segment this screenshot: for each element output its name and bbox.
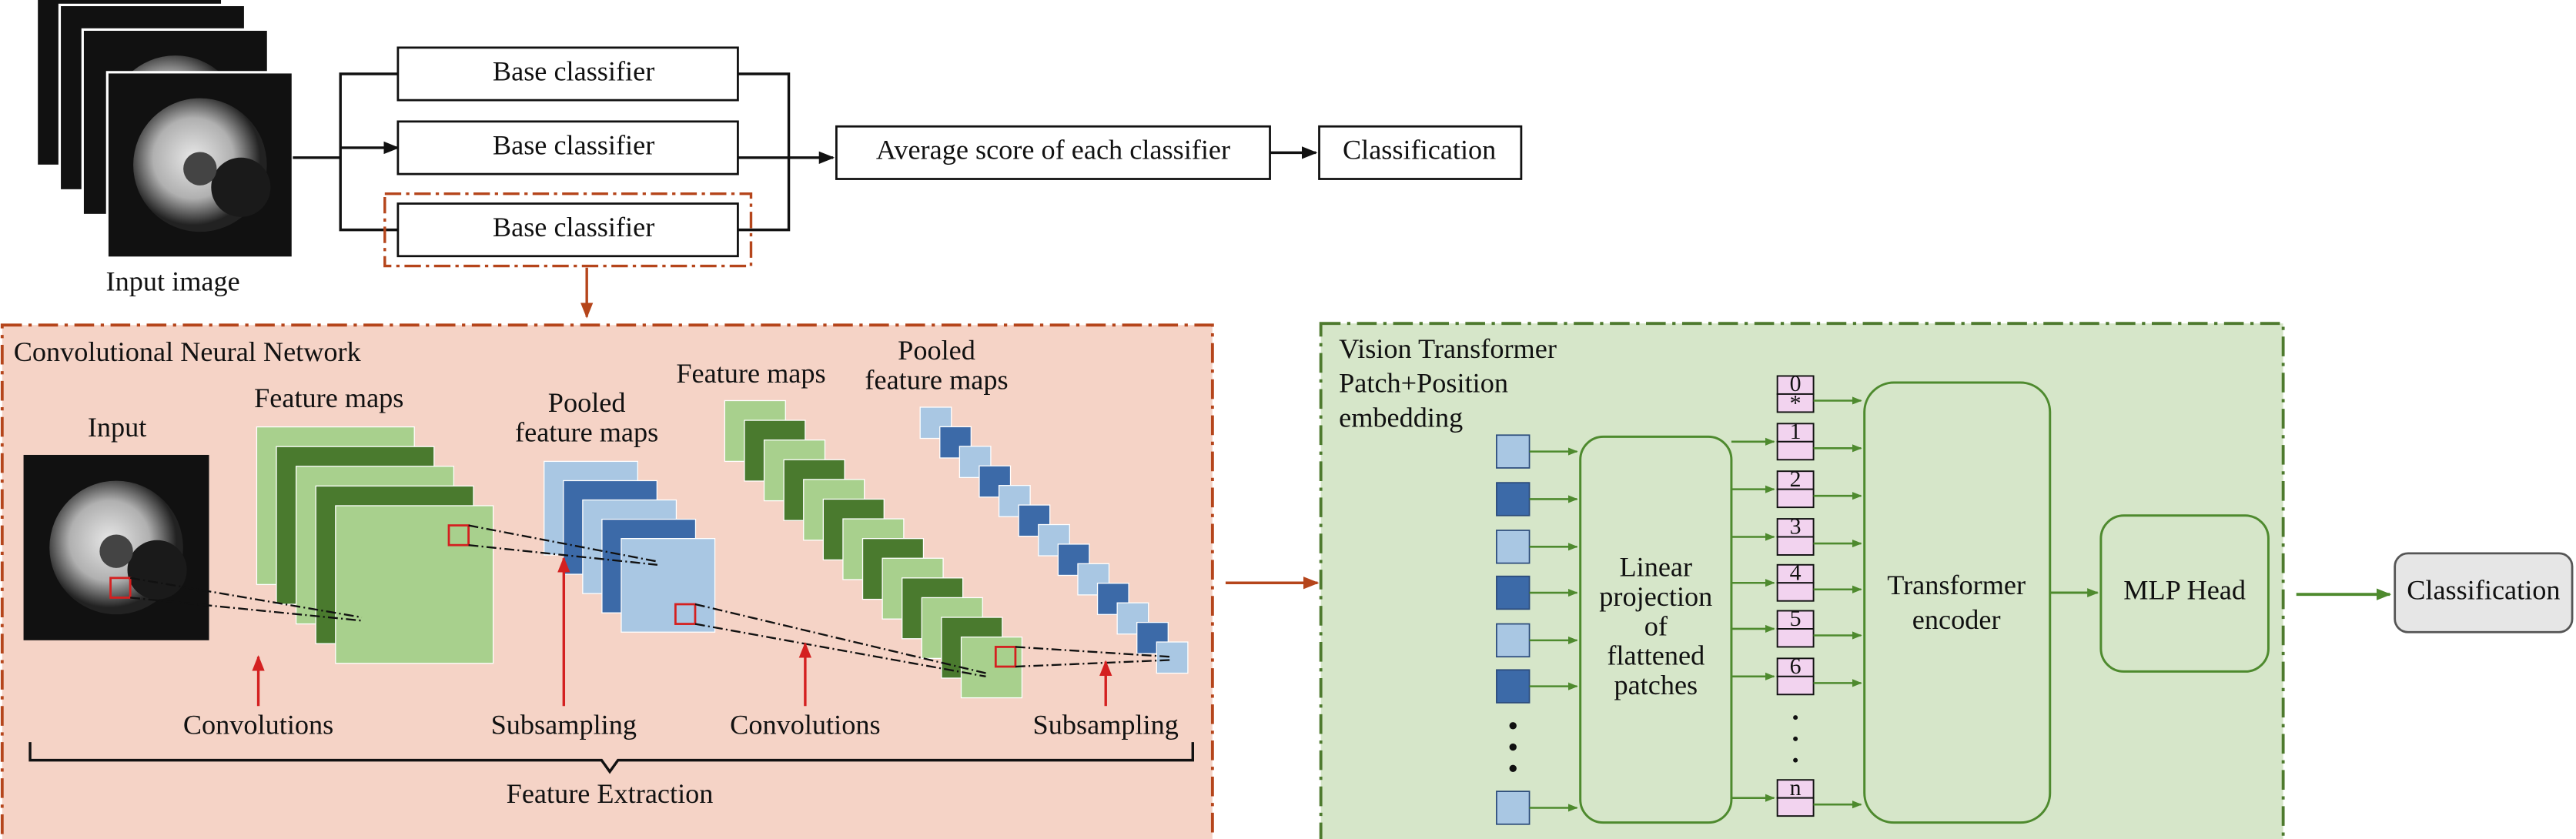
token-box	[1776, 675, 1815, 696]
average-box	[835, 125, 1271, 180]
cnn-input-image	[23, 454, 209, 640]
step-label: Convolutions	[183, 709, 333, 740]
base-classifier-box	[396, 46, 739, 102]
step-label: Convolutions	[730, 709, 880, 740]
pooled-maps-label: feature maps	[515, 417, 658, 448]
cnn-input-label: Input	[88, 412, 147, 443]
vit-title: Vision Transformer	[1339, 333, 1557, 364]
token-box	[1776, 797, 1815, 817]
base-classifier-label: Base classifier	[493, 212, 654, 242]
ellipsis-dot	[1509, 722, 1517, 730]
projection-label: flattened	[1607, 640, 1705, 671]
token-box	[1776, 536, 1815, 556]
token-index: 6	[1790, 653, 1802, 679]
vit-title: Patch+Position	[1339, 368, 1508, 399]
pooled-maps-label: feature maps	[865, 364, 1008, 395]
projection-line	[130, 597, 363, 622]
ensemble-wires	[293, 72, 1318, 232]
vit-classification-box	[2394, 552, 2574, 633]
brace	[28, 742, 1194, 774]
ellipsis-dot	[1509, 743, 1517, 751]
projection-line	[694, 623, 986, 677]
token-index: 1	[1790, 419, 1802, 444]
token-index: 5	[1790, 606, 1802, 631]
token-box	[1776, 393, 1815, 413]
pooled-maps-label: Pooled	[548, 387, 626, 418]
token-box	[1776, 582, 1815, 602]
step-label: Subsampling	[491, 709, 637, 740]
average-label: Average score of each classifier	[876, 135, 1230, 165]
ellipsis-dot	[1793, 715, 1798, 720]
patch	[1496, 623, 1531, 658]
patch	[1496, 482, 1531, 516]
feature-map	[1057, 543, 1090, 577]
patch	[1496, 530, 1531, 564]
patch	[1496, 791, 1531, 825]
pooled-maps-label: Pooled	[898, 335, 975, 366]
projection-label: patches	[1614, 670, 1698, 700]
mlp-head-box	[2099, 514, 2270, 673]
receptive-field	[674, 603, 697, 625]
step-label: Subsampling	[1033, 709, 1179, 740]
token-index: 4	[1790, 560, 1802, 585]
projection-label: Linear	[1620, 552, 1693, 583]
token-index: 2	[1790, 466, 1802, 492]
base-classifier-label: Base classifier	[493, 55, 654, 86]
feature-maps-label: Feature maps	[676, 358, 825, 389]
class-marker: *	[1790, 391, 1802, 416]
vit-parts: 0* 1 2 3 4 5 6 n	[1496, 371, 1862, 825]
projection-line	[468, 544, 658, 566]
token-box	[1776, 628, 1815, 648]
projection-line	[129, 577, 363, 619]
projection-line	[1015, 646, 1170, 658]
token-index: n	[1790, 775, 1802, 801]
token-box	[1776, 440, 1815, 461]
feature-map	[939, 426, 972, 459]
token-box	[1776, 488, 1815, 509]
mlp-head-label: MLP Head	[2123, 574, 2246, 605]
receptive-field	[109, 577, 132, 599]
classification-label: Classification	[1343, 135, 1496, 165]
token-index: 0	[1790, 371, 1802, 396]
patch	[1496, 669, 1531, 704]
patch	[1496, 434, 1531, 469]
classification-box	[1318, 125, 1523, 180]
projection-line	[1015, 659, 1170, 668]
feature-map	[1136, 621, 1169, 654]
projection-line	[694, 603, 986, 674]
feature-stacks	[109, 399, 1189, 707]
encoder-label: Transformer	[1887, 570, 2026, 600]
receptive-field	[447, 524, 470, 547]
input-image-label: Input image	[106, 266, 240, 296]
vit-title: embedding	[1339, 402, 1463, 433]
highlight-box	[383, 192, 753, 268]
ellipsis-dot	[1509, 764, 1517, 772]
projection-label: projection	[1599, 581, 1712, 612]
feature-maps-label: Feature maps	[254, 383, 403, 413]
base-classifier-box	[396, 202, 739, 258]
receptive-field	[994, 646, 1017, 668]
feature-map	[335, 505, 494, 664]
base-classifier-box	[396, 120, 739, 175]
feature-map	[1156, 641, 1189, 674]
encoder-box	[1863, 381, 2052, 824]
ellipsis-dot	[1793, 757, 1798, 763]
feature-map	[621, 538, 716, 633]
base-classifier-label: Base classifier	[493, 129, 654, 160]
feature-extraction-label: Feature Extraction	[507, 778, 714, 809]
vit-classification-label: Classification	[2407, 574, 2560, 605]
projection-line	[468, 524, 658, 563]
projection-label: of	[1644, 610, 1668, 641]
token-index: 3	[1790, 514, 1802, 540]
input-image-stack	[35, 0, 294, 259]
patch	[1496, 575, 1531, 610]
ellipsis-dot	[1793, 736, 1798, 741]
cnn-title: Convolutional Neural Network	[14, 336, 362, 367]
encoder-label: encoder	[1912, 604, 2001, 635]
